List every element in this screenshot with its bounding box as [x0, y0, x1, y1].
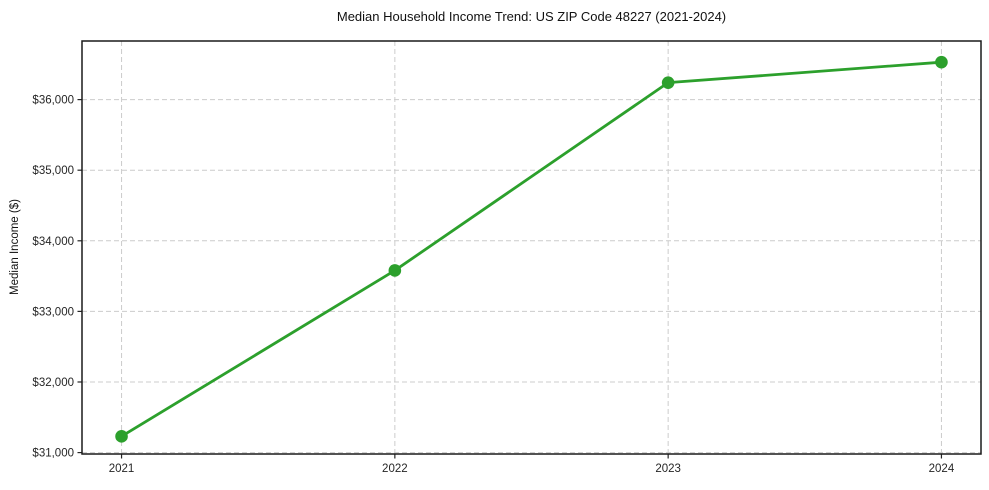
x-tick-label: 2024	[929, 463, 955, 475]
chart-title: Median Household Income Trend: US ZIP Co…	[336, 9, 727, 24]
data-point-marker	[115, 430, 128, 443]
plot-border	[81, 40, 982, 455]
data-point-marker	[661, 76, 675, 89]
x-tick-label: 2021	[109, 463, 135, 475]
y-tick-label: $33,000	[32, 306, 74, 318]
income-trend-line	[120, 60, 943, 438]
y-tick-label: $35,000	[32, 165, 74, 177]
x-tick-label: 2023	[655, 463, 681, 475]
y-tick-label: $34,000	[32, 236, 74, 248]
data-point-marker	[935, 55, 948, 69]
data-point-marker	[388, 264, 402, 277]
x-tick-label: 2022	[382, 463, 408, 475]
y-tick-label: $36,000	[32, 95, 74, 107]
y-tick-label: $32,000	[32, 377, 74, 389]
y-tick-label: $31,000	[32, 448, 74, 460]
